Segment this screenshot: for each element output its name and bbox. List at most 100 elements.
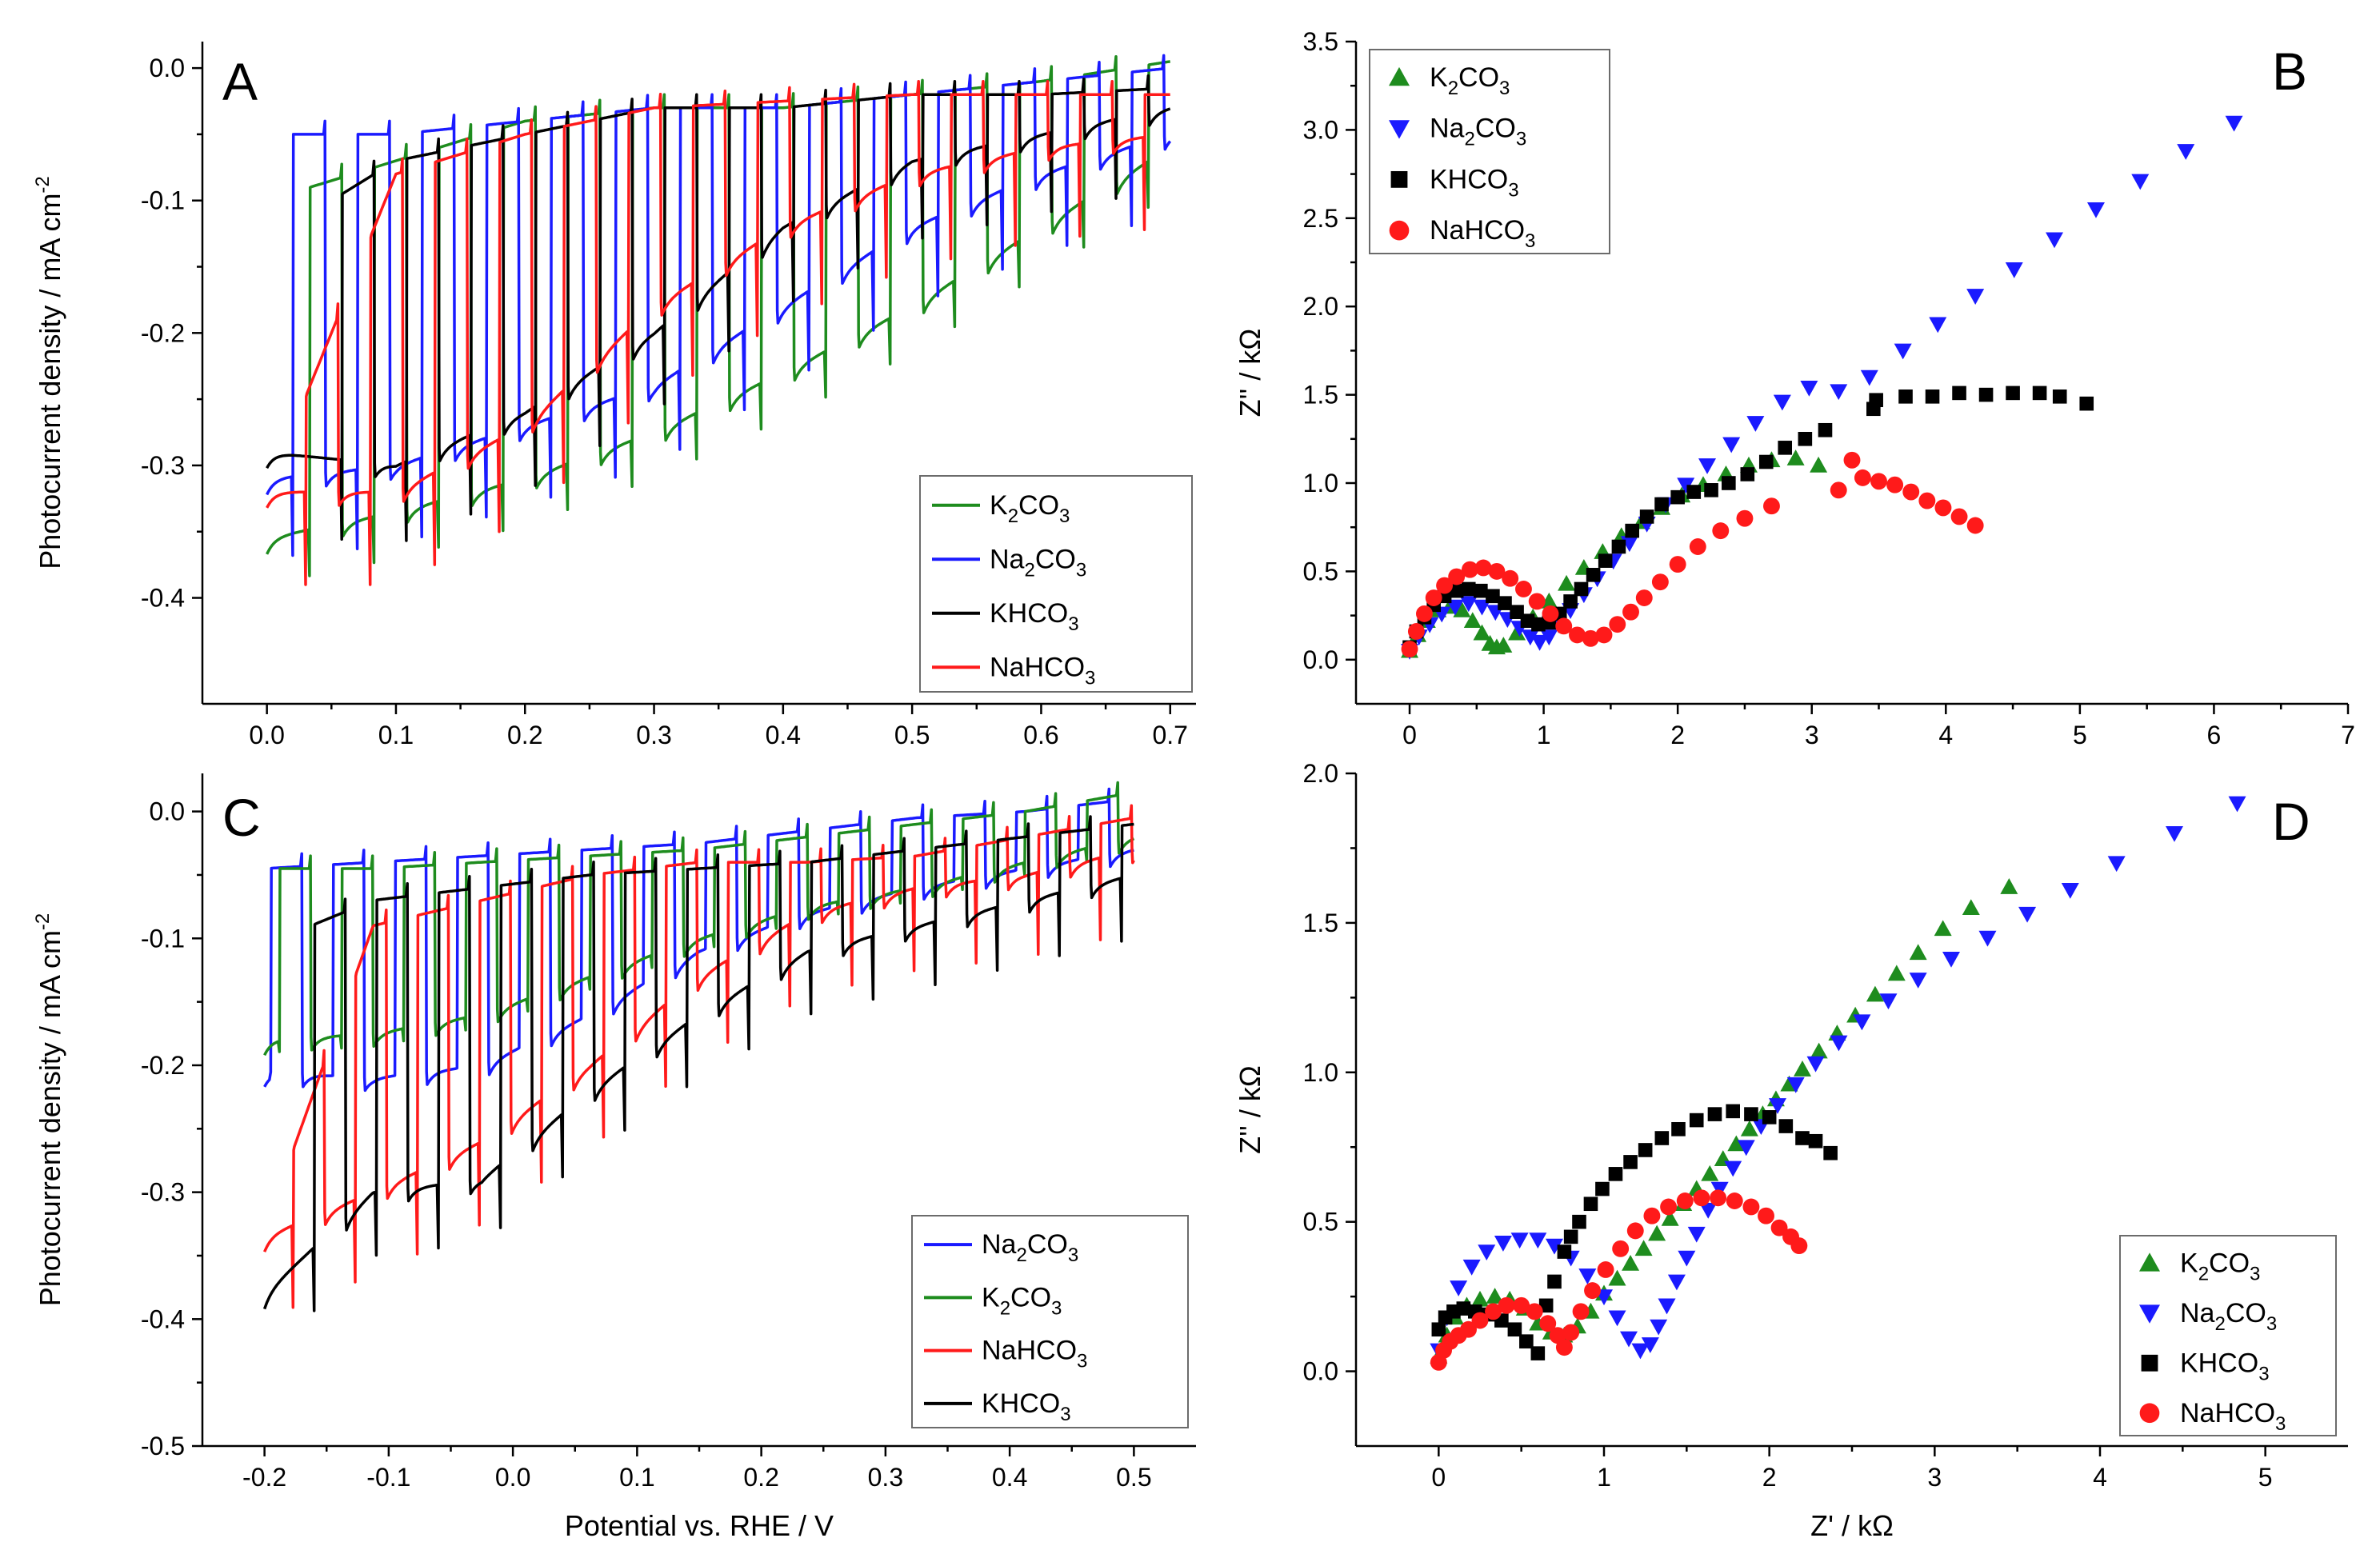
legend-marker-nahco3 <box>1389 220 1410 241</box>
data-point <box>1654 1131 1670 1145</box>
data-point <box>2032 386 2047 401</box>
x-tick-label: 4 <box>2093 1463 2107 1492</box>
y-axis-label: Z'' / kΩ <box>1234 329 1266 417</box>
data-point <box>1726 1192 1743 1209</box>
series-line-na2co3 <box>263 787 1134 1093</box>
data-point <box>1611 539 1626 554</box>
series-nahco3 <box>1401 451 1984 658</box>
data-point <box>1634 1240 1653 1256</box>
panel-letter: B <box>2272 42 2307 101</box>
legend-box <box>1369 49 1610 254</box>
data-point <box>1450 1280 1468 1296</box>
y-tick-label: 0.0 <box>1303 645 1338 674</box>
legend-label-na2co3: Na2CO3 <box>2180 1298 2277 1335</box>
data-point <box>1463 612 1482 629</box>
data-point <box>1790 1237 1808 1255</box>
data-point <box>1698 458 1717 474</box>
data-point <box>1583 1196 1598 1212</box>
data-point <box>1578 1268 1597 1284</box>
data-point <box>1699 1202 1718 1219</box>
legend-entry-nahco3: NaHCO3 <box>932 652 1095 689</box>
data-point <box>1521 629 1539 646</box>
data-point <box>1598 553 1613 568</box>
data-point <box>1473 624 1491 641</box>
data-point <box>1461 581 1476 597</box>
data-point <box>1546 1238 1563 1255</box>
x-tick-label: 2 <box>1670 721 1685 749</box>
data-point <box>1425 589 1442 606</box>
series-line-nahco3 <box>263 804 1135 1309</box>
data-point <box>1758 454 1774 469</box>
data-point <box>1823 1145 1838 1161</box>
data-point <box>2046 232 2064 249</box>
data-point <box>1638 1143 1653 1157</box>
legend-marker-nahco3 <box>2139 1403 2160 1424</box>
data-point <box>2177 144 2195 160</box>
y-axis-label: Z'' / kΩ <box>1234 1065 1266 1154</box>
data-point <box>1808 1133 1823 1149</box>
legend-label-khco3: KHCO3 <box>990 598 1079 635</box>
x-tick-label: 0.3 <box>636 721 671 749</box>
legend: K2CO3 Na2CO3 KHCO3 NaHCO3 <box>919 475 1193 693</box>
data-point <box>1473 599 1491 616</box>
data-point <box>1641 1337 1659 1353</box>
legend-entry-nahco3: NaHCO3 <box>924 1336 1087 1372</box>
legend-label-na2co3: Na2CO3 <box>990 544 1086 581</box>
data-point <box>1526 1303 1543 1320</box>
panel-a: 0.0 0.1 0.2 0.3 0.4 0.5 0.6 0.7 0.0 -0.1 -0.2 -0.3 -… <box>32 42 1196 749</box>
data-point <box>1650 1319 1668 1336</box>
legend-entry-k2co3: K2CO3 <box>924 1282 1062 1319</box>
data-point <box>1625 523 1639 538</box>
data-point <box>1686 485 1702 499</box>
y-tick-label: -0.4 <box>141 584 185 613</box>
legend-marker-na2co3 <box>2139 1304 2160 1324</box>
data-point <box>1740 467 1755 481</box>
data-point <box>1542 605 1559 622</box>
data-point <box>1762 1110 1777 1125</box>
legend-label-nahco3: NaHCO3 <box>982 1336 1087 1372</box>
legend-label-k2co3: K2CO3 <box>990 490 1070 527</box>
data-point <box>2006 386 2020 401</box>
data-point <box>1648 1224 1666 1241</box>
legend-entry-na2co3: Na2CO3 <box>2139 1298 2277 1335</box>
data-point <box>1800 380 1818 397</box>
data-point <box>1531 617 1546 632</box>
data-point <box>1462 1259 1481 1276</box>
data-point <box>1557 1244 1572 1259</box>
data-point <box>1678 1250 1696 1267</box>
data-point <box>1810 1042 1828 1059</box>
legend-box <box>911 1215 1189 1428</box>
y-tick-label: 0.5 <box>1303 1208 1338 1236</box>
data-point <box>1597 1261 1614 1278</box>
x-axis-label: Z' / kΩ <box>1810 1509 1894 1542</box>
legend-entry-na2co3: Na2CO3 <box>932 544 1086 581</box>
series-na2co3 <box>263 787 1134 1093</box>
y-tick-label: 1.5 <box>1303 381 1338 409</box>
data-point <box>1701 1165 1719 1181</box>
data-point <box>2005 262 2023 278</box>
x-tick-label: 0.3 <box>868 1463 903 1492</box>
data-point <box>1623 1155 1638 1169</box>
data-point <box>1555 1339 1573 1356</box>
data-point <box>1586 568 1601 582</box>
data-point <box>1572 1303 1590 1320</box>
legend: K2CO3 Na2CO3 KHCO3 NaHCO3 <box>1369 49 1610 254</box>
data-point <box>1726 1104 1740 1119</box>
data-point <box>1934 920 1952 937</box>
data-point <box>1677 477 1695 494</box>
legend-entry-nahco3: NaHCO3 <box>2139 1398 2286 1435</box>
data-point <box>1547 1274 1562 1289</box>
x-tick-label: 0.6 <box>1023 721 1058 749</box>
data-point <box>1609 616 1626 633</box>
data-point <box>2086 202 2105 218</box>
legend-marker-khco3 <box>1390 170 1408 188</box>
legend-entry-nahco3: NaHCO3 <box>1389 215 1535 252</box>
x-tick-label: 0.7 <box>1152 721 1187 749</box>
data-point <box>2225 115 2243 132</box>
y-tick-label: 0.0 <box>150 54 185 82</box>
panel-letter: A <box>222 52 258 111</box>
data-point <box>1488 562 1506 580</box>
data-point <box>1449 583 1464 598</box>
data-point <box>1478 1244 1496 1261</box>
data-point <box>1530 1346 1546 1360</box>
